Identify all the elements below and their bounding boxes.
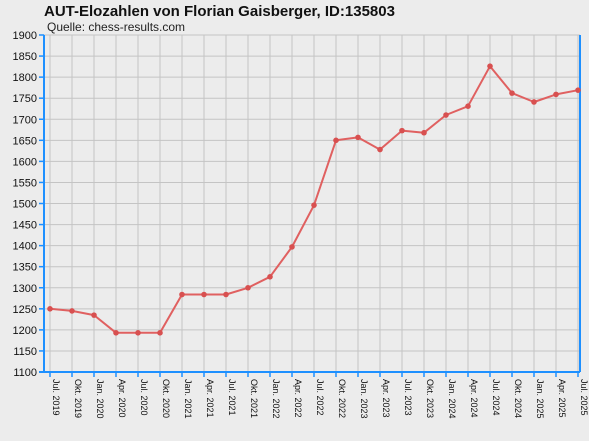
data-point (487, 63, 493, 69)
x-tick-label: Okt. 2020 (161, 379, 171, 418)
y-tick-label: 1200 (13, 325, 37, 337)
x-tick-label: Apr. 2024 (469, 379, 479, 418)
y-tick-label: 1250 (13, 304, 37, 316)
data-point (575, 87, 581, 93)
data-point (245, 284, 251, 291)
data-point (311, 202, 317, 208)
y-tick-label: 1550 (13, 177, 37, 189)
x-tick-label: Jul. 2021 (227, 379, 237, 416)
data-point (223, 291, 229, 298)
x-tick-label: Apr. 2020 (117, 379, 127, 418)
y-tick-label: 1150 (13, 346, 37, 358)
data-point (553, 91, 559, 98)
series-layer (47, 63, 581, 336)
data-point (399, 127, 405, 134)
data-point (355, 134, 361, 141)
y-tick-label: 1100 (13, 367, 37, 379)
y-tick-label: 1900 (13, 30, 37, 42)
x-tick-label: Jan. 2022 (271, 379, 281, 419)
x-tick-label: Okt. 2023 (425, 379, 435, 418)
y-tick-label: 1400 (13, 241, 37, 253)
data-point (113, 330, 119, 336)
x-tick-label: Apr. 2022 (293, 379, 303, 418)
x-tick-label: Jan. 2023 (359, 379, 369, 419)
axes-layer (39, 34, 581, 377)
x-tick-label: Apr. 2025 (557, 379, 567, 418)
data-point (333, 137, 339, 144)
y-tick-label: 1500 (13, 199, 37, 211)
x-tick-label: Jul. 2019 (51, 379, 61, 416)
x-tick-label: Jul. 2022 (315, 379, 325, 416)
y-tick-label: 1650 (13, 135, 37, 147)
data-point (289, 244, 295, 250)
x-tick-label: Jul. 2023 (403, 379, 413, 416)
x-tick-label: Jul. 2024 (491, 379, 501, 416)
data-point (69, 308, 75, 314)
y-tick-label: 1350 (13, 262, 37, 274)
x-tick-label: Jan. 2025 (535, 379, 545, 419)
data-point (377, 146, 383, 153)
data-point (465, 103, 471, 109)
data-point (91, 312, 97, 318)
y-tick-label: 1800 (13, 72, 37, 84)
data-point (157, 330, 163, 336)
chart-subtitle: Quelle: chess-results.com (47, 20, 186, 34)
data-point (179, 291, 185, 298)
x-tick-label: Jul. 2025 (579, 379, 589, 416)
y-tick-label: 1700 (13, 114, 37, 126)
chart-title: AUT-Elozahlen von Florian Gaisberger, ID… (44, 3, 395, 20)
y-tick-label: 1600 (13, 156, 37, 168)
y-tick-label: 1850 (13, 51, 37, 63)
x-tick-label: Okt. 2021 (249, 379, 259, 418)
labels-layer: 1100 1150 1200 1250 1300 1350 1400 1450 1500 1550… (13, 30, 589, 419)
data-point (509, 90, 515, 96)
data-point (443, 112, 449, 118)
x-tick-label: Apr. 2023 (381, 379, 391, 418)
x-tick-label: Okt. 2022 (337, 379, 347, 418)
data-point (531, 99, 537, 105)
x-tick-label: Jan. 2021 (183, 379, 193, 419)
data-point (267, 273, 273, 280)
data-point (201, 291, 207, 298)
data-point (135, 330, 141, 336)
data-point (421, 129, 427, 136)
x-tick-label: Okt. 2024 (513, 379, 523, 418)
x-tick-label: Apr. 2021 (205, 379, 215, 418)
x-tick-label: Jul. 2020 (139, 379, 149, 416)
x-tick-label: Okt. 2019 (73, 379, 83, 418)
x-tick-label: Jan. 2020 (95, 379, 105, 419)
y-tick-label: 1300 (13, 283, 37, 295)
data-point (47, 306, 53, 312)
grid-layer (44, 34, 580, 373)
y-tick-label: 1450 (13, 220, 37, 232)
y-tick-label: 1750 (13, 93, 37, 105)
x-tick-label: Jan. 2024 (447, 379, 457, 419)
